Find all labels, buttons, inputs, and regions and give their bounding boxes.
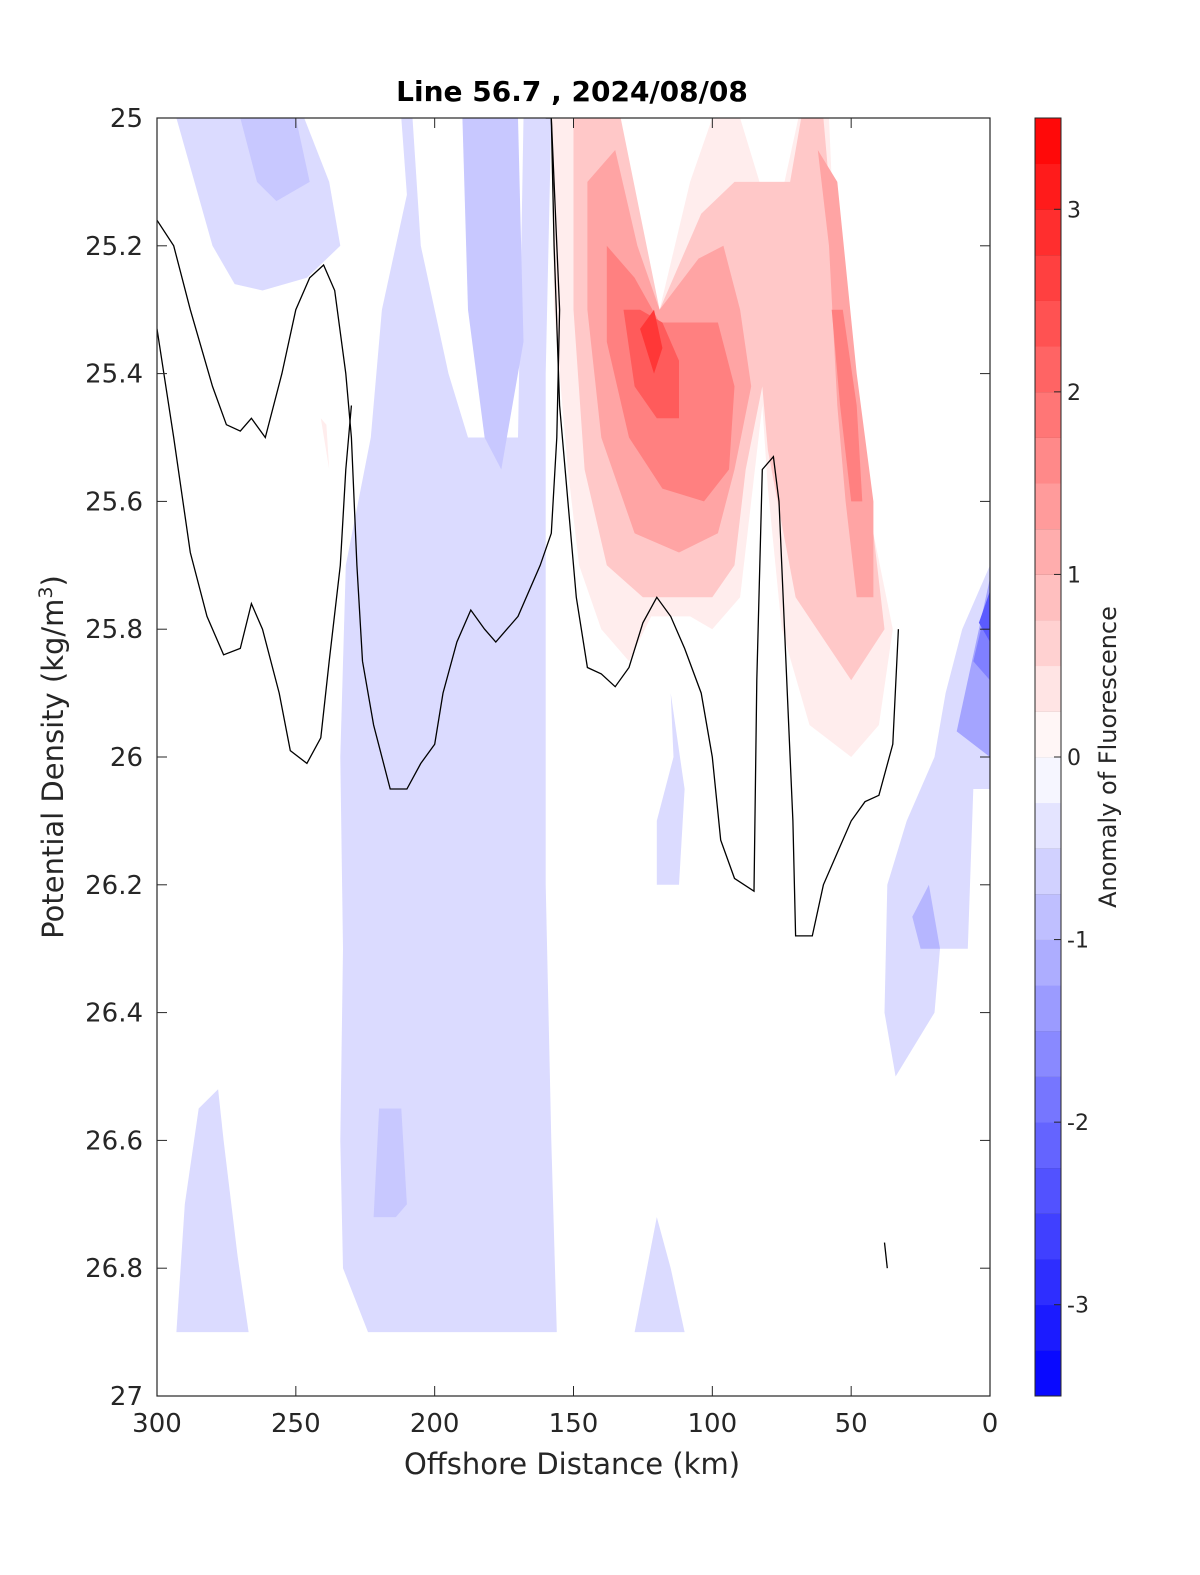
colorbar-band — [1035, 1030, 1061, 1077]
zero-contour-line-4 — [883, 1242, 888, 1269]
colorbar-band — [1035, 1076, 1061, 1123]
y-tick-label-8: 26.6 — [85, 1126, 143, 1156]
y-axis-label: Potential Density (kg/m3) — [35, 575, 70, 939]
colorbar-tick-label-1: -2 — [1067, 1111, 1089, 1136]
colorbar-tick-label-6: 3 — [1067, 198, 1081, 223]
colorbar-band — [1035, 848, 1061, 895]
region-neg-nearshore — [884, 565, 990, 1077]
colorbar-band — [1035, 118, 1061, 165]
colorbar-band — [1035, 620, 1061, 667]
x-tick-label-300: 300 — [132, 1409, 182, 1439]
zero-contour-line-1 — [157, 118, 561, 790]
y-tick-label-4: 25.8 — [85, 615, 143, 645]
colorbar-label: Anomaly of Fluorescence — [1094, 606, 1122, 908]
colorbar-band — [1035, 574, 1061, 621]
colorbar-band — [1035, 391, 1061, 438]
y-tick-label-10: 27 — [110, 1382, 143, 1412]
colorbar: -3 -2 -1 0 1 2 3 Anomaly of Fluorescence — [1034, 117, 1122, 1397]
region-neg-mid-strip — [656, 693, 685, 885]
region-neg-main-core-top — [462, 118, 524, 470]
zero-contour-line-3 — [550, 118, 900, 937]
colorbar-band — [1035, 437, 1061, 484]
colorbar-band — [1035, 1350, 1061, 1397]
region-neg-nearshore-core — [912, 884, 940, 949]
x-tick-label-0: 0 — [982, 1409, 999, 1439]
plot-area: 300 250 200 150 100 50 0 2525.225.425.625.8262… — [85, 104, 998, 1439]
y-tick-label-7: 26.4 — [85, 999, 143, 1029]
region-pos-plume-peak — [640, 309, 663, 374]
region-pos-small-left — [320, 418, 330, 470]
colorbar-band — [1035, 163, 1061, 210]
x-tick-label-200: 200 — [410, 1409, 460, 1439]
colorbar-tick-label-0: -3 — [1067, 1294, 1089, 1319]
y-axis-label-main: Potential Density (kg/m — [36, 599, 70, 939]
y-tick-label-6: 26.2 — [85, 871, 143, 901]
x-axis-label: Offshore Distance (km) — [404, 1447, 740, 1481]
x-tick-label-250: 250 — [271, 1409, 321, 1439]
chart-title: Line 56.7 , 2024/08/08 — [396, 75, 748, 108]
y-tick-label-2: 25.4 — [85, 360, 143, 390]
y-axis-label-close: ) — [36, 575, 70, 586]
colorbar-band — [1035, 528, 1061, 575]
zero-contour-line-2 — [157, 328, 353, 765]
y-tick-label-0: 25 — [110, 104, 143, 134]
y-tick-label-1: 25.2 — [85, 232, 143, 262]
region-neg-left-bottom — [176, 1089, 249, 1333]
colorbar-band — [1035, 1122, 1061, 1169]
y-tick-label-5: 26 — [110, 743, 143, 773]
region-pos-plume-east-core — [831, 309, 863, 502]
colorbar-band — [1035, 1167, 1061, 1214]
colorbar-band — [1035, 346, 1061, 393]
colorbar-band — [1035, 802, 1061, 849]
colorbar-band — [1035, 893, 1061, 940]
x-tick-label-150: 150 — [549, 1409, 599, 1439]
colorbar-band — [1035, 665, 1061, 712]
x-tick-label-100: 100 — [688, 1409, 738, 1439]
colorbar-band — [1035, 1304, 1061, 1351]
colorbar-tick-label-5: 2 — [1067, 381, 1081, 406]
colorbar-band — [1035, 1213, 1061, 1260]
colorbar-band — [1035, 711, 1061, 758]
region-neg-left-top-core — [240, 118, 310, 202]
colorbar-bands — [1035, 117, 1061, 1397]
x-tick-label-50: 50 — [835, 1409, 868, 1439]
colorbar-band — [1035, 483, 1061, 530]
region-neg-main-core-bottom — [373, 1108, 407, 1218]
colorbar-band — [1035, 1259, 1061, 1306]
region-neg-main-column — [340, 118, 557, 1333]
colorbar-tick-label-2: -1 — [1067, 929, 1089, 954]
colorbar-band — [1035, 300, 1061, 347]
x-axis-ticks: 300 250 200 150 100 50 0 — [132, 118, 998, 1439]
colorbar-tick-label-3: 0 — [1067, 746, 1081, 771]
y-axis-label-sup: 3 — [35, 586, 57, 598]
colorbar-band — [1035, 209, 1061, 256]
colorbar-band — [1035, 939, 1061, 986]
anomaly-regions — [176, 118, 990, 1333]
y-tick-label-3: 25.6 — [85, 487, 143, 517]
y-tick-label-9: 26.8 — [85, 1254, 143, 1284]
region-neg-bottom-small — [634, 1217, 685, 1333]
colorbar-band — [1035, 757, 1061, 804]
y-axis-ticks: 25 25.2 25.4 25.6 25.8 26 26.2 26.4 26.6 26.8 27 — [85, 104, 990, 1412]
colorbar-ticks: -3 -2 -1 0 1 2 3 — [1054, 198, 1089, 1319]
colorbar-band — [1035, 985, 1061, 1032]
colorbar-tick-label-4: 1 — [1067, 563, 1081, 588]
colorbar-band — [1035, 254, 1061, 301]
zero-contours — [157, 118, 900, 1269]
